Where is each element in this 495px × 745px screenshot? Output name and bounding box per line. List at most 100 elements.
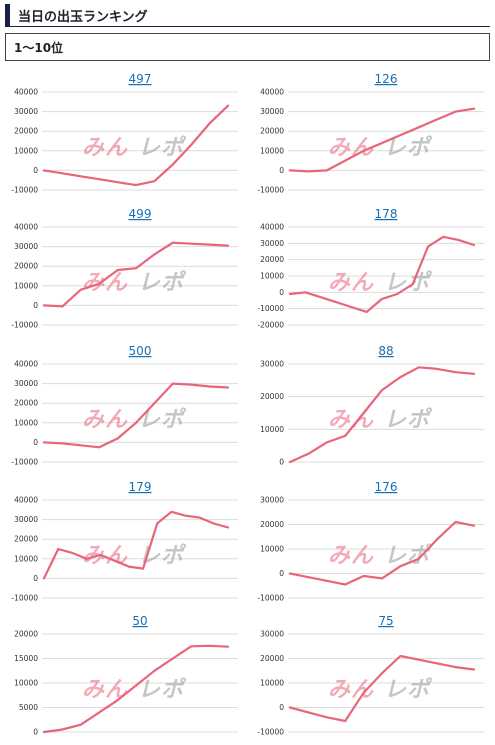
svg-text:みん: みん: [82, 678, 128, 703]
data-point: [289, 169, 291, 172]
svg-text:レポ: レポ: [138, 407, 187, 433]
y-tick-label: 30000: [260, 630, 284, 639]
svg-text:みん: みん: [82, 136, 128, 161]
data-point: [43, 304, 45, 307]
svg-text:みん: みん: [82, 271, 128, 296]
data-point: [156, 522, 159, 525]
data-point: [98, 178, 101, 181]
data-point: [135, 267, 137, 270]
y-tick-label: 0: [33, 438, 38, 447]
series-line: [288, 235, 476, 314]
site-watermark-logo: みん レポ: [82, 135, 186, 161]
data-point: [417, 658, 420, 661]
data-point: [61, 728, 64, 731]
data-point: [362, 575, 365, 577]
data-point: [142, 567, 144, 570]
y-tick-label: 10000: [260, 679, 284, 688]
site-watermark-logo: みん レポ: [328, 270, 433, 296]
series-line: [42, 104, 230, 187]
y-tick-label: 5000: [19, 703, 38, 712]
series-line: [42, 382, 230, 449]
data-point: [208, 385, 211, 388]
data-point: [436, 368, 439, 370]
ranking-chart-1: 497 -10000 0 10000 20000 30000 40000 みん レポ: [0, 70, 240, 200]
y-tick-label: 40000: [14, 88, 38, 97]
data-point: [350, 306, 353, 308]
data-point: [171, 163, 174, 166]
svg-text:みん: みん: [82, 408, 128, 433]
data-point: [79, 288, 82, 291]
y-tick-label: 40000: [14, 496, 38, 505]
data-point: [116, 181, 119, 184]
data-point: [99, 553, 102, 556]
data-point: [61, 305, 64, 308]
ranking-chart-3: 499 -10000 0 10000 20000 30000 40000 みん レポ: [0, 205, 240, 335]
y-tick-label: 10000: [260, 146, 284, 155]
y-tick-label: 10000: [14, 418, 38, 427]
machine-number-link[interactable]: 499: [129, 207, 152, 221]
machine-number-link[interactable]: 50: [132, 614, 147, 628]
y-tick-label: 20000: [14, 630, 38, 639]
data-point: [325, 441, 328, 444]
data-point: [43, 441, 45, 444]
data-point: [344, 720, 347, 722]
data-point: [190, 645, 193, 648]
data-point: [399, 655, 402, 657]
data-point: [227, 244, 229, 247]
y-tick-label: 0: [33, 166, 38, 175]
data-point: [381, 297, 383, 300]
svg-text:レポ: レポ: [138, 270, 187, 296]
y-tick-label: 40000: [260, 223, 284, 232]
data-point: [457, 239, 460, 241]
data-point: [227, 645, 229, 648]
data-point: [198, 516, 201, 519]
data-point: [473, 668, 475, 671]
data-point: [319, 296, 322, 299]
machine-number-link[interactable]: 126: [375, 72, 398, 86]
data-point: [190, 144, 193, 146]
svg-text:レポ: レポ: [138, 677, 187, 703]
data-point: [325, 579, 328, 582]
data-point: [436, 662, 439, 665]
svg-text:レポ: レポ: [384, 270, 433, 296]
site-watermark-logo: みん レポ: [328, 407, 432, 433]
machine-number-link[interactable]: 75: [378, 614, 393, 628]
data-point: [417, 366, 420, 369]
machine-number-link[interactable]: 178: [375, 207, 398, 221]
site-watermark-logo: みん レポ: [82, 407, 187, 433]
y-tick-label: 20000: [14, 399, 38, 408]
data-point: [171, 657, 174, 660]
y-tick-label: 20000: [260, 392, 284, 401]
data-point: [79, 175, 82, 178]
machine-number-link[interactable]: 179: [129, 480, 152, 494]
data-point: [153, 669, 156, 672]
chart-svg-9: 50 0 5000 10000 15000 20000 みん レポ: [14, 614, 238, 737]
data-point: [454, 666, 457, 668]
data-point: [454, 521, 457, 523]
data-point: [304, 291, 307, 294]
data-point: [171, 241, 174, 244]
ranking-range-label: 1～10位: [14, 41, 64, 55]
data-point: [399, 134, 402, 137]
data-point: [436, 118, 439, 121]
y-tick-label: 30000: [260, 360, 284, 369]
y-tick-label: -20000: [257, 321, 284, 330]
y-tick-label: 0: [33, 574, 38, 583]
data-point: [57, 548, 60, 550]
site-watermark-logo: みん レポ: [328, 135, 432, 161]
ranking-chart-9: 50 0 5000 10000 15000 20000 みん レポ: [0, 612, 240, 742]
machine-number-link[interactable]: 176: [375, 480, 398, 494]
chart-svg-10: 75 -10000 0 10000 20000 30000 みん レポ: [257, 614, 484, 737]
data-point: [381, 142, 383, 144]
machine-number-link[interactable]: 500: [129, 344, 152, 358]
machine-number-link[interactable]: 497: [129, 72, 152, 86]
data-point: [289, 461, 291, 463]
series-line: [42, 241, 230, 308]
data-point: [116, 269, 119, 272]
data-point: [365, 311, 368, 313]
y-tick-label: 30000: [260, 107, 284, 116]
data-point: [325, 169, 328, 172]
machine-number-link[interactable]: 88: [378, 344, 393, 358]
data-point: [212, 522, 215, 525]
